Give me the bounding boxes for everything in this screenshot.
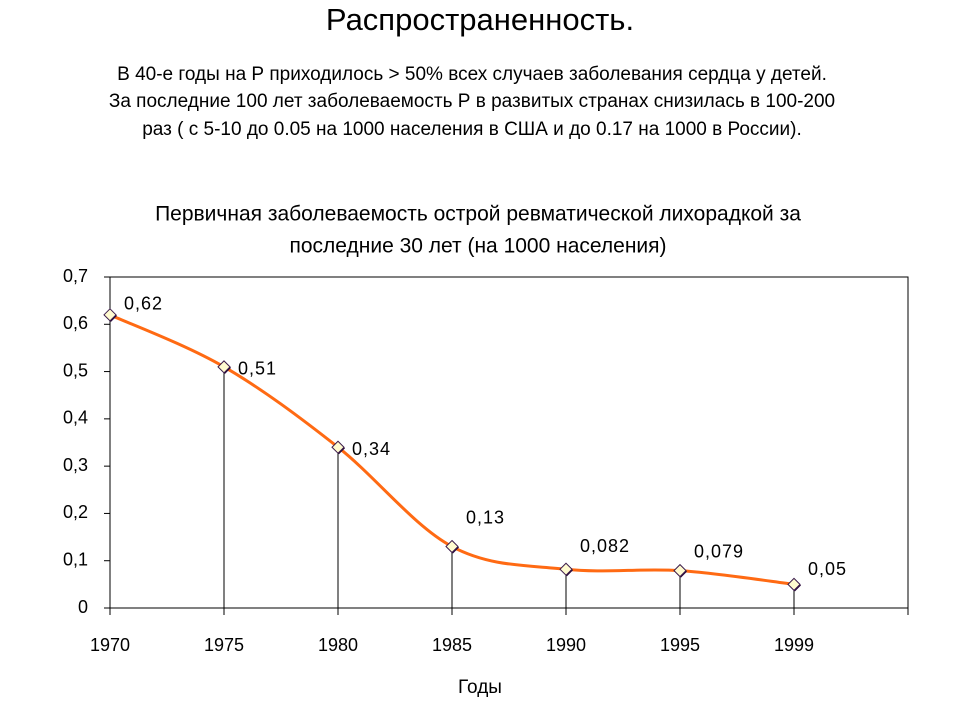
y-tick-label: 0,2	[63, 502, 88, 522]
value-label: 0,05	[808, 559, 847, 579]
y-tick-label: 0,1	[63, 549, 88, 569]
x-axis-label: Годы	[458, 677, 502, 698]
value-label: 0,62	[124, 294, 163, 314]
chart-title: Первичная заболеваемость острой ревматич…	[155, 203, 801, 226]
value-label: 0,079	[694, 541, 744, 561]
value-label: 0,51	[238, 359, 277, 379]
marker	[217, 360, 231, 374]
marker	[673, 563, 687, 578]
slide-text: За последние 100 лет заболеваемость Р в …	[109, 91, 835, 112]
y-tick-label: 0,6	[63, 313, 88, 333]
slide-text: В 40-е годы на Р приходилось > 50% всех …	[117, 64, 827, 85]
chart-title: последние 30 лет (на 1000 населения)	[289, 235, 666, 258]
marker	[103, 308, 117, 322]
slide-title: Распространенность.	[326, 2, 634, 37]
x-tick-label: 1999	[774, 635, 814, 655]
marker	[445, 539, 459, 554]
y-tick-label: 0,7	[63, 266, 88, 286]
value-label: 0,34	[352, 439, 391, 459]
x-tick-label: 1995	[660, 635, 700, 655]
slide-text: раз ( с 5-10 до 0.05 на 1000 населения в…	[142, 119, 802, 140]
y-tick-label: 0	[78, 597, 88, 617]
plot-frame	[109, 276, 909, 609]
y-tick-label: 0,3	[63, 455, 88, 475]
x-tick-label: 1970	[90, 635, 130, 655]
value-label: 0,082	[580, 536, 630, 556]
y-tick-label: 0,4	[63, 408, 88, 428]
x-tick-label: 1980	[318, 635, 358, 655]
x-tick-label: 1985	[432, 635, 472, 655]
value-label: 0,13	[466, 507, 505, 527]
y-tick-label: 0,5	[63, 360, 88, 380]
x-tick-label: 1990	[546, 635, 586, 655]
marker	[331, 440, 345, 454]
marker	[787, 577, 801, 592]
x-tick-label: 1975	[204, 635, 244, 655]
marker	[559, 562, 573, 576]
